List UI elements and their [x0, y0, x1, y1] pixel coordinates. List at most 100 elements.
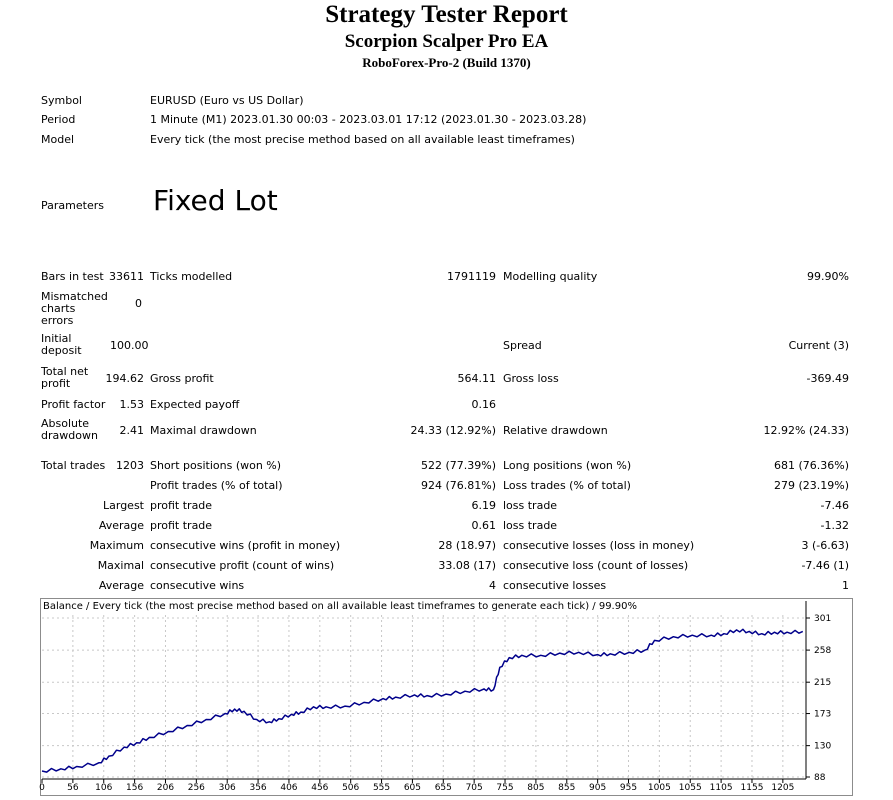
losstrades-value: 279 (23.19%)	[773, 479, 849, 492]
x-tick-label: 1005	[648, 783, 671, 793]
reldd-label: Relative drawdown	[503, 424, 608, 437]
x-tick-label: 1155	[741, 783, 764, 793]
symbol-label: Symbol	[41, 94, 82, 107]
max-wins-label: consecutive wins (profit in money)	[150, 539, 341, 552]
average-loss-value: -1.32	[820, 519, 849, 532]
period-value: 1 Minute (M1) 2023.01.30 00:03 - 2023.03…	[150, 113, 587, 126]
x-tick-label: 456	[311, 783, 328, 793]
quality-value: 99.90%	[807, 270, 849, 283]
average-loss-label: loss trade	[503, 519, 558, 532]
x-tick-label: 106	[95, 783, 112, 793]
maximal-loss-value: -7.46 (1)	[801, 559, 849, 572]
x-tick-label: 755	[496, 783, 513, 793]
spread-value: Current (3)	[788, 339, 849, 352]
x-tick-label: 356	[249, 783, 266, 793]
y-tick-label: 215	[814, 678, 831, 688]
bars-value: 33611	[109, 270, 144, 283]
x-tick-label: 256	[188, 783, 205, 793]
max-wins-value: 28 (18.97)	[438, 539, 496, 552]
x-tick-label: 855	[558, 783, 575, 793]
x-tick-label: 156	[126, 783, 143, 793]
avg-wins-label: consecutive wins	[150, 579, 245, 592]
x-tick-label: 506	[342, 783, 359, 793]
proftrades-label: Profit trades (% of total)	[150, 479, 283, 492]
spread-label: Spread	[503, 339, 542, 352]
netprofit-label: Total net profit	[41, 365, 89, 390]
pf-label: Profit factor	[41, 398, 106, 411]
x-tick-label: 1105	[710, 783, 733, 793]
mismatch-value: 0	[135, 297, 142, 310]
largest-label: Largest	[103, 499, 144, 512]
absdd-label: Absolute drawdown	[41, 417, 98, 442]
y-tick-label: 301	[814, 614, 831, 624]
x-tick-label: 0	[39, 783, 45, 793]
average-profit-label: profit trade	[150, 519, 213, 532]
average2-label: Average	[98, 579, 144, 592]
max-losses-value: 3 (-6.63)	[801, 539, 849, 552]
maximal-profit-label: consecutive profit (count of wins)	[150, 559, 335, 572]
x-tick-label: 56	[67, 783, 79, 793]
x-tick-label: 306	[219, 783, 236, 793]
bars-label: Bars in test	[41, 270, 104, 283]
payoff-label: Expected payoff	[150, 398, 240, 411]
parameters-value: Fixed Lot	[153, 184, 278, 217]
x-tick-label: 1055	[679, 783, 702, 793]
expert-name: Scorpion Scalper Pro EA	[344, 31, 549, 52]
x-tick-label: 655	[435, 783, 452, 793]
balance-line	[41, 628, 804, 773]
y-tick-label: 173	[814, 710, 831, 720]
average-profit-value: 0.61	[471, 519, 497, 532]
reldd-value: 12.92% (24.33)	[763, 424, 849, 437]
maximal-profit-value: 33.08 (17)	[438, 559, 496, 572]
x-tick-label: 905	[589, 783, 606, 793]
x-tick-label: 605	[404, 783, 421, 793]
largest-profit-label: profit trade	[150, 499, 213, 512]
netprofit-value: 194.62	[105, 372, 145, 385]
period-label: Period	[41, 113, 76, 126]
short-value: 522 (77.39%)	[420, 459, 496, 472]
model-value: Every tick (the most precise method base…	[150, 133, 575, 146]
largest-loss-value: -7.46	[820, 499, 849, 512]
grossprofit-label: Gross profit	[150, 372, 214, 385]
largest-profit-value: 6.19	[471, 499, 497, 512]
server-build: RoboForex-Pro-2 (Build 1370)	[362, 55, 531, 70]
symbol-value: EURUSD (Euro vs US Dollar)	[150, 94, 304, 107]
mismatch-label: Mismatched charts errors	[41, 290, 108, 327]
ticks-label: Ticks modelled	[150, 270, 233, 283]
grossloss-label: Gross loss	[503, 372, 559, 385]
trades-value: 1203	[116, 459, 144, 472]
deposit-label: Initial deposit	[41, 332, 82, 357]
grossprofit-value: 564.11	[457, 372, 497, 385]
x-tick-label: 705	[466, 783, 483, 793]
average-label: Average	[98, 519, 144, 532]
avg-wins-value: 4	[489, 579, 496, 592]
maximum-label: Maximum	[89, 539, 144, 552]
long-value: 681 (76.36%)	[773, 459, 849, 472]
y-tick-label: 130	[814, 742, 831, 752]
maxdd-label: Maximal drawdown	[150, 424, 257, 437]
avg-losses-label: consecutive losses	[503, 579, 607, 592]
payoff-value: 0.16	[471, 398, 497, 411]
trades-label: Total trades	[41, 459, 106, 472]
quality-label: Modelling quality	[503, 270, 598, 283]
largest-loss-label: loss trade	[503, 499, 558, 512]
losstrades-label: Loss trades (% of total)	[503, 479, 631, 492]
grossloss-value: -369.49	[806, 372, 849, 385]
x-tick-label: 555	[373, 783, 390, 793]
chart-title: Balance / Every tick (the most precise m…	[43, 601, 637, 612]
long-label: Long positions (won %)	[503, 459, 632, 472]
x-tick-label: 955	[620, 783, 637, 793]
x-tick-label: 1205	[771, 783, 794, 793]
maximal-label: Maximal	[97, 559, 144, 572]
absdd-value: 2.41	[119, 424, 145, 437]
short-label: Short positions (won %)	[150, 459, 282, 472]
pf-value: 1.53	[119, 398, 145, 411]
x-tick-label: 805	[527, 783, 544, 793]
x-tick-label: 406	[280, 783, 297, 793]
x-tick-label: 206	[157, 783, 174, 793]
maxdd-value: 24.33 (12.92%)	[410, 424, 496, 437]
ticks-value: 1791119	[447, 270, 496, 283]
model-label: Model	[41, 133, 75, 146]
y-tick-label: 258	[814, 646, 831, 656]
max-losses-label: consecutive losses (loss in money)	[503, 539, 695, 552]
